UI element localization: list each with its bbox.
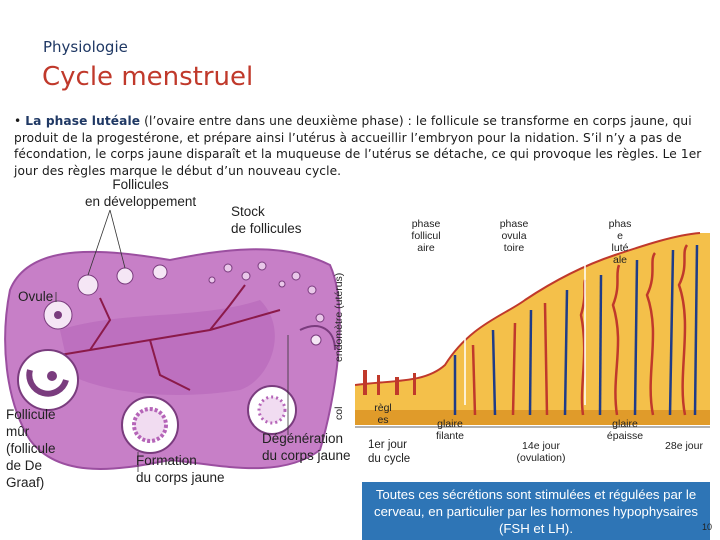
page-title: Cycle menstruel	[42, 62, 254, 92]
label-follicle-stock: Stock de follicules	[231, 204, 302, 236]
label-day-28: 28e jour	[665, 440, 703, 452]
endometrium-profile	[355, 233, 710, 425]
corpus-luteum	[121, 396, 179, 454]
label-endometrium-axis: endomètre (utérus)	[333, 272, 345, 362]
label-mature-follicle: Follicule mûr (follicule de De Graaf)	[6, 407, 56, 490]
ovary-illustration	[4, 209, 341, 472]
label-leader-lines	[55, 209, 289, 472]
ovulation-rupture	[299, 325, 336, 351]
blood-vessels	[29, 284, 281, 391]
subject-heading: Physiologie	[43, 38, 128, 56]
label-ovulatory-phase: phase ovula toire	[499, 218, 529, 254]
menstrual-debris	[363, 370, 416, 395]
label-luteal-phase: phas e luté ale	[608, 218, 632, 266]
bullet-term: La phase lutéale	[25, 114, 141, 128]
label-corpus-luteum-formation: Formation du corps jaune	[136, 453, 225, 485]
label-follicular-phase: phase follicul aire	[411, 218, 441, 254]
label-corpus-luteum-degeneration: Dégénération du corps jaune	[262, 431, 351, 463]
degenerating-corpus-luteum	[247, 385, 297, 435]
label-menses: règl es	[374, 402, 392, 426]
phase-dividers	[464, 205, 586, 405]
bullet-text: (l’ovaire entre dans une deuxième phase)…	[14, 114, 702, 178]
glands-vessels	[453, 244, 699, 416]
basal-layer	[355, 410, 710, 425]
label-ovule: Ovule	[18, 289, 54, 304]
label-cervix: col	[333, 406, 345, 420]
label-developing-follicles: Follicules en développement	[85, 177, 197, 209]
label-thick-mucus: glaire épaisse	[606, 418, 644, 442]
bullet-paragraph: • La phase lutéale (l’ovaire entre dans …	[14, 113, 712, 179]
spiral-arteries	[471, 244, 689, 416]
developing-follicles	[43, 264, 168, 330]
bullet-marker: •	[14, 114, 22, 128]
ovary-medulla	[60, 300, 275, 395]
page-number: 10	[701, 522, 712, 532]
label-day-1: 1er jour du cycle	[368, 439, 411, 465]
mature-follicle	[17, 349, 79, 411]
endometrium-illustration	[355, 205, 710, 428]
label-day-14: 14e jour (ovulation)	[516, 440, 566, 464]
label-fluid-mucus: glaire filante	[435, 418, 465, 442]
hormone-callout: Toutes ces sécrétions sont stimulées et …	[362, 482, 710, 540]
stock-follicles	[208, 261, 325, 323]
